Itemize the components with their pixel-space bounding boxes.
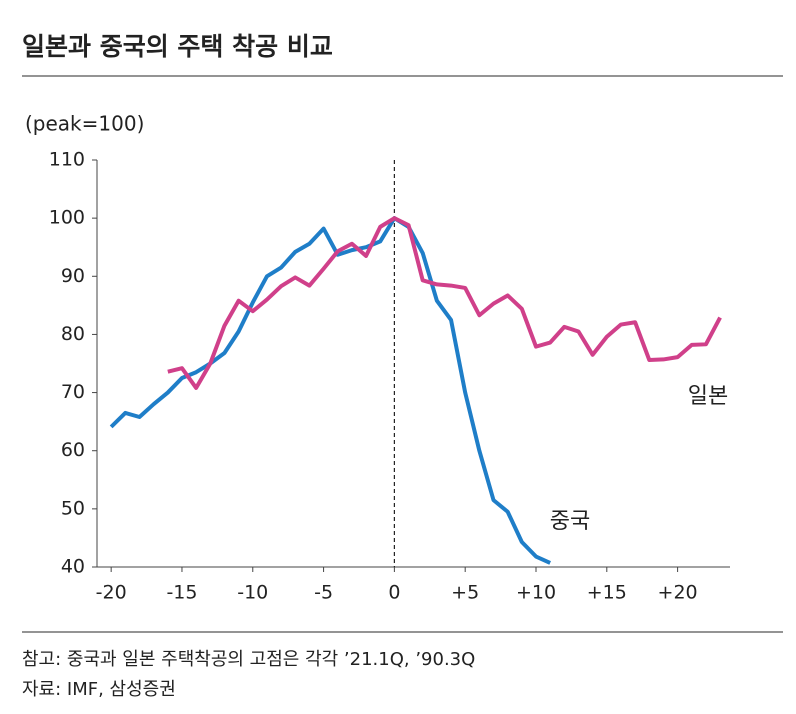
x-tick-label: -20: [96, 582, 127, 604]
x-tick-label: +15: [587, 582, 627, 604]
y-tick-label: 90: [61, 265, 85, 287]
y-tick-label: 70: [61, 381, 85, 403]
x-tick-label: +5: [451, 582, 479, 604]
y-tick-label: 40: [61, 556, 85, 578]
x-tick-label: -15: [166, 582, 197, 604]
x-tick-label: 0: [388, 582, 400, 604]
series-label: 일본: [688, 384, 728, 409]
y-tick-label: 80: [61, 323, 85, 345]
x-tick-label: -5: [314, 582, 333, 604]
note: 자료: IMF, 삼성증권: [22, 679, 176, 700]
chart-title: 일본과 중국의 주택 착공 비교: [22, 32, 333, 61]
x-tick-label: -10: [237, 582, 268, 604]
note: 참고: 중국과 일본 주택착공의 고점은 각각 ’21.1Q, ’90.3Q: [22, 649, 475, 670]
x-tick-label: +20: [658, 582, 698, 604]
series-label: 중국: [550, 509, 590, 534]
x-tick-label: +10: [516, 582, 556, 604]
y-tick-label: 100: [49, 207, 85, 229]
y-tick-label: 50: [61, 497, 85, 519]
series-line: [109, 216, 551, 565]
series-line: [167, 216, 722, 390]
y-tick-label: 110: [49, 149, 85, 171]
y-unit: (peak=100): [25, 112, 144, 136]
y-tick-label: 60: [61, 439, 85, 461]
